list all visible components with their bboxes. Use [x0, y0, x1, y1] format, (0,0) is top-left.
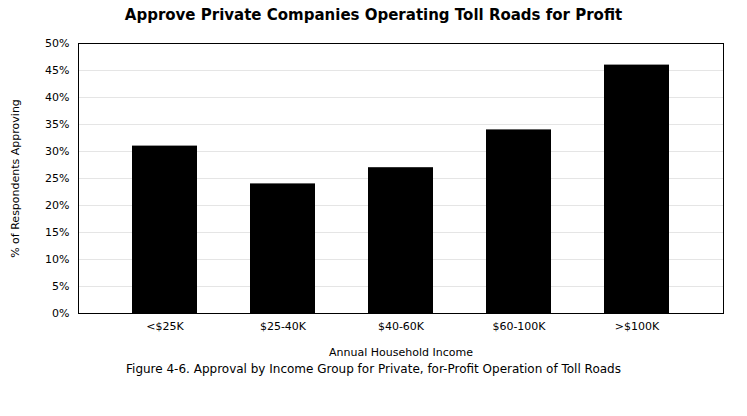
svg-text:25%: 25%: [45, 172, 69, 185]
svg-text:>$100K: >$100K: [615, 320, 660, 333]
svg-text:20%: 20%: [45, 199, 69, 212]
svg-text:30%: 30%: [45, 145, 69, 158]
svg-text:45%: 45%: [45, 64, 69, 77]
svg-text:Annual Household Income: Annual Household Income: [329, 346, 473, 359]
svg-text:10%: 10%: [45, 253, 69, 266]
html-text:Approve Private Companies Oper: Approve Private Companies Operating Toll…: [124, 6, 623, 24]
html-text:Figure 4-6. Approval by Income: Figure 4-6. Approval by Income Group for…: [126, 362, 621, 376]
svg-text:0%: 0%: [52, 307, 69, 320]
svg-text:% of Respondents Approving: % of Respondents Approving: [9, 99, 22, 258]
svg-text:$60-100K: $60-100K: [492, 320, 546, 333]
svg-text:50%: 50%: [45, 37, 69, 50]
svg-text:35%: 35%: [45, 118, 69, 131]
svg-text:<$25K: <$25K: [146, 320, 184, 333]
svg-text:15%: 15%: [45, 226, 69, 239]
svg-text:$40-60K: $40-60K: [378, 320, 425, 333]
svg-text:40%: 40%: [45, 91, 69, 104]
svg-text:5%: 5%: [52, 280, 69, 293]
svg-text:$25-40K: $25-40K: [260, 320, 307, 333]
